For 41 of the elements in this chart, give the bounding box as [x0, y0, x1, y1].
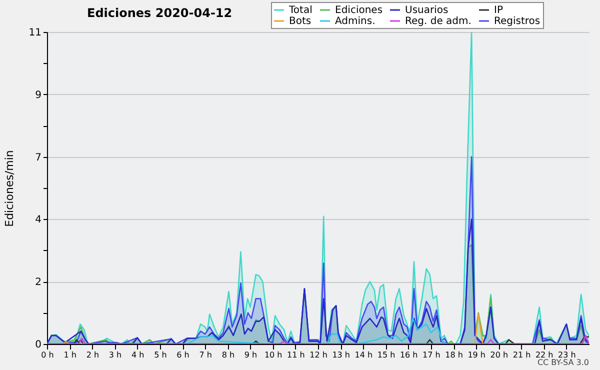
x-tick-label: 16 h [400, 350, 418, 360]
x-tick-label: 7 h [199, 350, 212, 360]
y-tick-label: 9 [35, 90, 42, 101]
x-tick-label: 13 h [332, 350, 350, 360]
y-tick-label: 11 [28, 28, 42, 38]
x-tick-label: 23 h [558, 350, 576, 360]
legend-label: Bots [289, 16, 312, 27]
x-tick-label: 5 h [154, 350, 167, 360]
legend-label: Usuarios [405, 5, 448, 16]
x-tick-label: 21 h [512, 350, 531, 360]
x-tick-label: 18 h [445, 350, 463, 360]
x-tick-label: 11 h [287, 350, 305, 360]
x-tick-label: 9 h [244, 350, 258, 360]
x-tick-label: 1 h [64, 350, 76, 360]
legend-label: Ediciones [335, 5, 383, 16]
x-tick-label: 2 h [86, 350, 100, 360]
legend-label: Reg. de adm. [405, 16, 472, 27]
x-tick-label: 15 h [377, 350, 396, 360]
x-tick-label: 19 h [468, 350, 486, 360]
legend-label: IP [494, 5, 503, 16]
legend-label: Admins. [335, 16, 376, 27]
x-tick-label: 17 h [422, 350, 440, 360]
y-axis-title: Ediciones/min [2, 150, 16, 227]
y-tick-label: 4 [35, 214, 42, 226]
x-tick-label: 12 h [310, 350, 328, 360]
x-tick-label: 20 h [490, 350, 508, 360]
y-tick-label: 0 [35, 340, 42, 350]
legend-label: Registros [494, 16, 540, 27]
x-tick-label: 14 h [354, 350, 373, 360]
x-tick-label: 4 h [131, 350, 144, 360]
x-tick-label: 22 h [535, 350, 554, 360]
y-tick-label: 2 [35, 277, 42, 288]
legend-label: Total [288, 5, 312, 16]
text: CC BY-SA 3.0 [537, 358, 589, 367]
x-tick-label: 10 h [264, 350, 282, 360]
x-tick-label: 6 h [176, 350, 190, 360]
chart-title: Ediciones 2020-04-12 [87, 6, 232, 20]
x-tick-label: 0 h [41, 350, 54, 360]
y-tick-label: 7 [35, 152, 42, 164]
x-tick-label: 3 h [108, 350, 122, 360]
x-tick-label: 8 h [222, 350, 235, 360]
